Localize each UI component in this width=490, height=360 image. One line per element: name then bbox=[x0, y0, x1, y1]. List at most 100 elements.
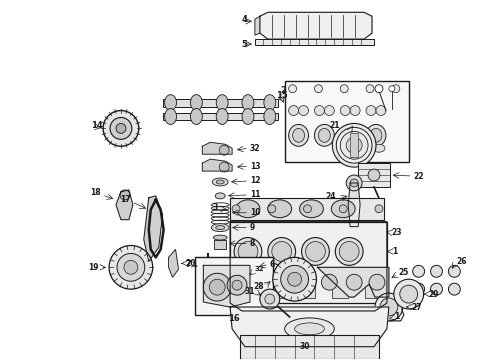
Ellipse shape bbox=[264, 95, 276, 111]
Ellipse shape bbox=[216, 226, 224, 230]
Text: 4: 4 bbox=[241, 15, 247, 24]
Circle shape bbox=[315, 85, 322, 93]
Text: 23: 23 bbox=[392, 228, 402, 237]
Circle shape bbox=[389, 86, 395, 92]
Circle shape bbox=[209, 279, 225, 295]
Circle shape bbox=[260, 289, 280, 309]
Ellipse shape bbox=[264, 109, 276, 125]
Text: 24: 24 bbox=[326, 192, 336, 201]
Text: 31: 31 bbox=[245, 287, 255, 296]
Ellipse shape bbox=[216, 109, 228, 125]
Circle shape bbox=[346, 219, 362, 235]
Circle shape bbox=[413, 265, 425, 277]
Circle shape bbox=[394, 279, 424, 309]
Circle shape bbox=[431, 283, 442, 295]
Circle shape bbox=[376, 105, 386, 116]
Circle shape bbox=[110, 117, 132, 139]
Bar bbox=[285, 81, 409, 162]
Text: 16: 16 bbox=[228, 314, 240, 323]
Circle shape bbox=[413, 283, 425, 295]
Text: 22: 22 bbox=[414, 171, 424, 180]
Ellipse shape bbox=[165, 109, 176, 125]
Circle shape bbox=[219, 145, 229, 155]
Circle shape bbox=[116, 123, 126, 133]
Polygon shape bbox=[260, 12, 372, 39]
Text: 6: 6 bbox=[270, 260, 275, 269]
Ellipse shape bbox=[318, 129, 330, 142]
Ellipse shape bbox=[242, 95, 254, 111]
Circle shape bbox=[321, 274, 337, 290]
Circle shape bbox=[238, 242, 258, 261]
Circle shape bbox=[281, 265, 309, 293]
Text: 20: 20 bbox=[185, 259, 196, 268]
Circle shape bbox=[273, 257, 317, 301]
Ellipse shape bbox=[370, 129, 382, 142]
Bar bbox=[350, 133, 358, 157]
Ellipse shape bbox=[294, 323, 324, 335]
Circle shape bbox=[303, 205, 312, 213]
Polygon shape bbox=[230, 307, 389, 347]
Text: 1: 1 bbox=[392, 247, 397, 256]
Circle shape bbox=[367, 225, 381, 239]
Text: 17: 17 bbox=[120, 195, 131, 204]
Circle shape bbox=[124, 260, 138, 274]
Text: 26: 26 bbox=[456, 257, 467, 266]
Circle shape bbox=[350, 179, 358, 187]
Ellipse shape bbox=[165, 95, 176, 111]
Ellipse shape bbox=[289, 125, 309, 146]
Ellipse shape bbox=[212, 178, 228, 186]
Polygon shape bbox=[348, 183, 360, 227]
Ellipse shape bbox=[237, 277, 259, 284]
Text: 9: 9 bbox=[250, 223, 255, 232]
Ellipse shape bbox=[344, 129, 356, 142]
Text: 18: 18 bbox=[91, 188, 101, 197]
Circle shape bbox=[332, 123, 376, 167]
Circle shape bbox=[120, 190, 130, 200]
Text: 19: 19 bbox=[89, 263, 99, 272]
Circle shape bbox=[268, 238, 295, 265]
Ellipse shape bbox=[197, 277, 219, 284]
Circle shape bbox=[366, 85, 374, 93]
Text: 1: 1 bbox=[394, 312, 399, 321]
Circle shape bbox=[336, 127, 372, 163]
Circle shape bbox=[448, 265, 460, 277]
Ellipse shape bbox=[191, 95, 202, 111]
Bar bbox=[230, 222, 387, 303]
Circle shape bbox=[375, 85, 383, 93]
Circle shape bbox=[375, 205, 383, 213]
Circle shape bbox=[340, 85, 348, 93]
Bar bbox=[214, 239, 226, 249]
Text: 28: 28 bbox=[253, 282, 264, 291]
Circle shape bbox=[227, 275, 247, 295]
Ellipse shape bbox=[299, 200, 323, 218]
Ellipse shape bbox=[236, 200, 260, 218]
Circle shape bbox=[346, 175, 362, 191]
Ellipse shape bbox=[331, 200, 355, 218]
Polygon shape bbox=[230, 222, 387, 311]
Bar bbox=[240, 335, 379, 359]
Circle shape bbox=[324, 105, 334, 116]
Bar bbox=[365, 283, 381, 298]
Ellipse shape bbox=[285, 318, 334, 340]
Circle shape bbox=[339, 205, 347, 213]
Bar bbox=[358, 163, 390, 187]
Circle shape bbox=[375, 293, 403, 321]
Polygon shape bbox=[169, 249, 178, 277]
Polygon shape bbox=[255, 16, 260, 35]
Text: 29: 29 bbox=[429, 289, 439, 298]
Circle shape bbox=[232, 280, 242, 290]
Circle shape bbox=[103, 111, 139, 146]
Bar bbox=[163, 113, 278, 121]
Circle shape bbox=[109, 246, 153, 289]
Text: 25: 25 bbox=[399, 268, 409, 277]
Ellipse shape bbox=[315, 125, 334, 146]
Ellipse shape bbox=[373, 144, 385, 152]
Ellipse shape bbox=[213, 235, 227, 240]
Ellipse shape bbox=[268, 200, 292, 218]
Circle shape bbox=[400, 285, 417, 303]
Text: 32: 32 bbox=[255, 266, 265, 272]
Ellipse shape bbox=[293, 129, 305, 142]
Text: 8: 8 bbox=[250, 239, 255, 248]
Text: 30: 30 bbox=[299, 342, 310, 351]
Circle shape bbox=[340, 131, 368, 159]
